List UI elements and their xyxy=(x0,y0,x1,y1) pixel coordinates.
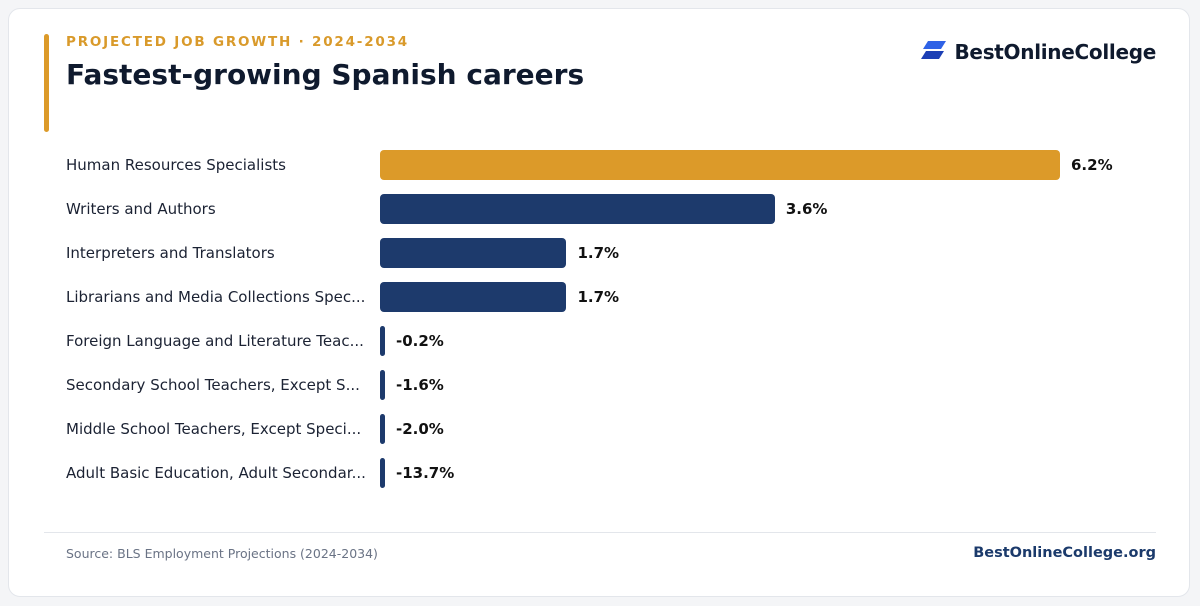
bar xyxy=(380,150,1060,180)
chart-card xyxy=(8,8,1190,597)
bestonlinecollege-logo-icon xyxy=(921,40,947,64)
bar-label: Middle School Teachers, Except Speci... xyxy=(66,420,362,438)
bar xyxy=(380,370,385,400)
brand-logo: BestOnlineCollege xyxy=(921,40,1156,64)
bar-label: Human Resources Specialists xyxy=(66,156,286,174)
bar xyxy=(380,282,567,312)
brand-name: BestOnlineCollege xyxy=(954,40,1156,64)
bar-label: Interpreters and Translators xyxy=(66,244,275,262)
source-note: Source: BLS Employment Projections (2024… xyxy=(66,546,378,561)
chart-eyebrow: PROJECTED JOB GROWTH · 2024-2034 xyxy=(66,34,409,50)
bar-value-label: -2.0% xyxy=(396,420,444,438)
footer-divider xyxy=(44,532,1156,533)
chart-title: Fastest-growing Spanish careers xyxy=(66,58,585,91)
bar-value-label: 3.6% xyxy=(785,200,828,218)
accent-rule xyxy=(44,34,49,132)
footer-brand-url: BestOnlineCollege.org xyxy=(973,545,1156,561)
bar-value-label: -0.2% xyxy=(396,332,444,350)
bar-label: Adult Basic Education, Adult Secondar... xyxy=(66,464,366,482)
bar xyxy=(380,238,567,268)
bar xyxy=(380,194,775,224)
bar-value-label: -13.7% xyxy=(396,464,455,482)
bar-label: Librarians and Media Collections Spec... xyxy=(66,288,366,306)
bar-value-label: 6.2% xyxy=(1071,156,1113,174)
bar xyxy=(380,414,385,444)
bar-value-label: 1.7% xyxy=(577,244,620,262)
bar-value-label: -1.6% xyxy=(396,376,444,394)
bar-label: Secondary School Teachers, Except S... xyxy=(66,376,360,394)
bar-label: Foreign Language and Literature Teac... xyxy=(66,332,364,350)
bar-label: Writers and Authors xyxy=(66,200,216,218)
bar xyxy=(380,458,385,488)
bar-value-label: 1.7% xyxy=(577,288,620,306)
bar xyxy=(380,326,385,356)
